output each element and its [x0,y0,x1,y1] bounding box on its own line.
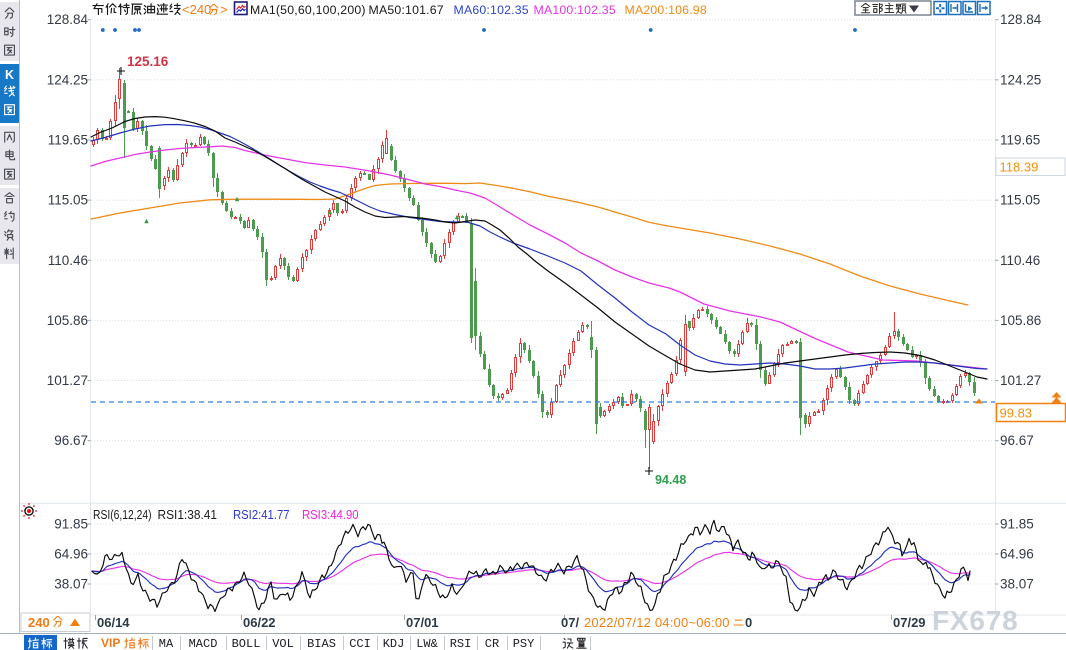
svg-text:KDJ: KDJ [383,637,405,650]
svg-text:<240: <240 [182,2,211,17]
svg-text:MA1(50,60,100,200): MA1(50,60,100,200) [250,3,366,17]
svg-text:RSI3:44.90: RSI3:44.90 [302,507,359,522]
svg-text:124.25: 124.25 [1000,72,1041,87]
svg-text:LW&: LW& [416,637,438,650]
svg-text:VOL: VOL [272,637,294,650]
svg-text:07/: 07/ [561,615,579,630]
svg-text:105.86: 105.86 [1000,313,1041,328]
svg-text:RSI(6,12,24): RSI(6,12,24) [93,507,152,522]
svg-text:115.05: 115.05 [48,193,88,208]
svg-text:105.86: 105.86 [47,313,88,328]
svg-text:MA: MA [159,637,174,650]
svg-text:0: 0 [745,615,752,630]
svg-text:101.27: 101.27 [1000,373,1041,388]
svg-text:119.65: 119.65 [1000,132,1040,147]
svg-text:115.05: 115.05 [1000,193,1040,208]
svg-text:110.46: 110.46 [1000,253,1040,268]
svg-text:118.39: 118.39 [1000,160,1039,175]
svg-text:07/29: 07/29 [893,615,926,630]
svg-text:64.96: 64.96 [54,547,88,562]
svg-text:125.16: 125.16 [127,54,169,69]
svg-text:64.96: 64.96 [1000,547,1034,562]
svg-text:128.84: 128.84 [47,12,89,27]
svg-text:128.84: 128.84 [1000,12,1042,27]
svg-text:119.65: 119.65 [48,132,88,147]
svg-text:>: > [220,2,228,17]
svg-text:124.25: 124.25 [47,72,88,87]
svg-text:FX678: FX678 [932,605,1019,636]
svg-text:38.07: 38.07 [1000,577,1034,592]
svg-text:38.07: 38.07 [54,577,88,592]
svg-text:91.85: 91.85 [1000,517,1034,532]
svg-text:RSI2:41.77: RSI2:41.77 [233,507,290,522]
svg-text:06/14: 06/14 [97,615,130,630]
svg-text:VIP: VIP [101,636,120,650]
svg-text:MA60:102.35: MA60:102.35 [454,3,529,17]
svg-text:06/22: 06/22 [243,615,276,630]
svg-text:PSY: PSY [513,637,535,650]
svg-text:96.67: 96.67 [54,433,88,448]
svg-text:MA50:101.67: MA50:101.67 [369,3,444,17]
svg-text:RSI: RSI [450,637,472,650]
svg-text:91.85: 91.85 [54,517,88,532]
svg-text:BOLL: BOLL [232,637,261,650]
svg-text:MA200:106.98: MA200:106.98 [625,3,707,17]
svg-text:BIAS: BIAS [307,637,336,650]
svg-text:240: 240 [28,615,50,630]
svg-text:RSI1:38.41: RSI1:38.41 [158,507,218,522]
svg-text:101.27: 101.27 [47,373,88,388]
svg-text:94.48: 94.48 [655,473,686,487]
svg-text:99.83: 99.83 [1000,406,1033,421]
svg-text:96.67: 96.67 [1000,433,1034,448]
svg-text:110.46: 110.46 [48,253,88,268]
svg-text:MACD: MACD [189,637,218,650]
svg-text:K: K [5,68,14,82]
svg-text:CR: CR [485,637,499,650]
svg-text:MA100:102.35: MA100:102.35 [534,3,616,17]
svg-text:CCI: CCI [349,637,371,650]
svg-text:2022/07/12 04:00~06:00: 2022/07/12 04:00~06:00 [584,615,730,630]
svg-text:07/01: 07/01 [406,615,439,630]
